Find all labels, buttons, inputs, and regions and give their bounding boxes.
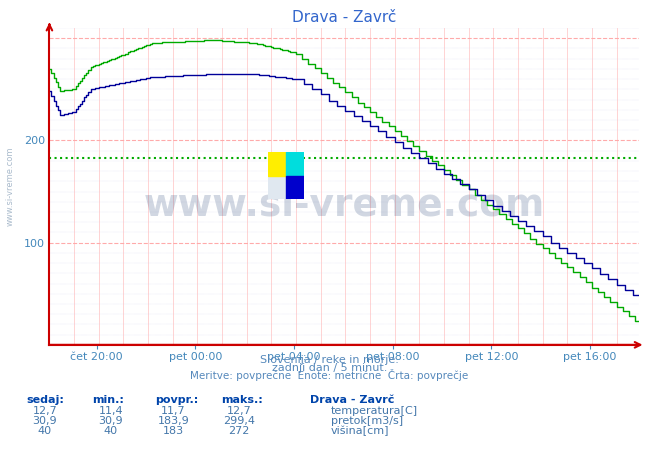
Text: min.:: min.:	[92, 395, 124, 405]
Text: 11,7: 11,7	[161, 406, 186, 416]
Polygon shape	[268, 152, 286, 199]
Text: Drava - Zavrč: Drava - Zavrč	[310, 395, 394, 405]
Text: www.si-vreme.com: www.si-vreme.com	[5, 147, 14, 226]
Text: maks.:: maks.:	[221, 395, 262, 405]
Text: 40: 40	[38, 426, 52, 436]
Text: povpr.:: povpr.:	[155, 395, 198, 405]
Text: 12,7: 12,7	[32, 406, 57, 416]
Text: 183,9: 183,9	[158, 416, 189, 426]
Text: 11,4: 11,4	[98, 406, 123, 416]
Bar	[286, 176, 304, 199]
Text: 30,9: 30,9	[98, 416, 123, 426]
Text: Slovenija / reke in morje.: Slovenija / reke in morje.	[260, 355, 399, 364]
Text: 12,7: 12,7	[227, 406, 252, 416]
Text: www.si-vreme.com: www.si-vreme.com	[144, 187, 545, 223]
Text: pretok[m3/s]: pretok[m3/s]	[331, 416, 403, 426]
Bar	[268, 152, 286, 176]
Text: 40: 40	[103, 426, 118, 436]
Text: 183: 183	[163, 426, 184, 436]
Text: 272: 272	[229, 426, 250, 436]
Title: Drava - Zavrč: Drava - Zavrč	[292, 10, 397, 26]
Text: sedaj:: sedaj:	[26, 395, 64, 405]
Text: Meritve: povprečne  Enote: metrične  Črta: povprečje: Meritve: povprečne Enote: metrične Črta:…	[190, 369, 469, 381]
Text: višina[cm]: višina[cm]	[331, 426, 389, 436]
Text: 299,4: 299,4	[223, 416, 255, 426]
Text: zadnji dan / 5 minut.: zadnji dan / 5 minut.	[272, 363, 387, 373]
Bar	[286, 152, 304, 176]
Text: 30,9: 30,9	[32, 416, 57, 426]
Text: temperatura[C]: temperatura[C]	[331, 406, 418, 416]
